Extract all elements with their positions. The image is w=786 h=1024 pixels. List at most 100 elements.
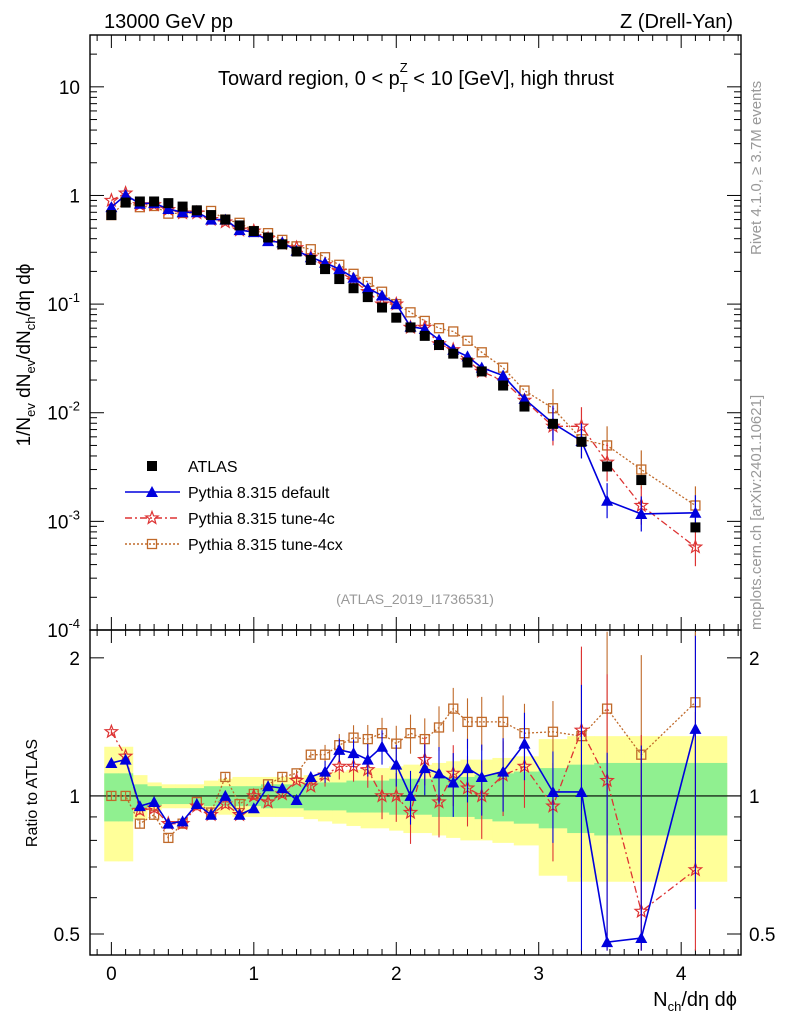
pythia-8-315-default-ratio-point [262,780,275,792]
header-right: Z (Drell-Yan) [620,11,733,33]
pythia-8-315-default-point [601,494,614,506]
pythia-8-315-default-point [689,506,702,518]
pythia-8-315-default-point [635,507,648,519]
atlas-point [134,196,145,207]
ratio-series-layer [103,631,704,951]
atlas-point [419,330,430,341]
atlas-point [334,274,345,285]
pythia-8-315-default-ratio-point [133,800,146,812]
band-inner-segment [417,778,433,815]
legend-label-atlas: ATLAS [188,459,238,476]
pythia-8-315-tune-4cx-ratio-point [476,716,487,728]
pythia-8-315-default-point [518,392,531,404]
ratio-y-tick-labels: 0.5 0.5 1 1 2 2 [54,649,776,946]
band-inner-segment [594,762,625,836]
main-axis-ticks [90,34,741,631]
x-tick-labels: 0 1 2 3 4 [106,964,687,985]
atlas-point [362,292,373,303]
pythia-8-315-tune-4cx-point [448,326,459,337]
pythia-8-315-default-ratio-point [635,932,648,944]
pythia-8-315-default-ratio-point [105,756,118,768]
pythia-8-315-default-ratio-point [546,785,559,797]
pythia-8-315-default-ratio-point [148,795,161,807]
pythia-8-315-tune-4cx-ratio-point [405,728,416,739]
pythia-8-315-tune-4cx-ratio-line [111,701,696,839]
atlas-point [602,461,613,472]
legend-marker-pythia-8-315-tune-4cx [146,538,158,550]
pythia-8-315-default-ratio-point [475,770,488,782]
pythia-8-315-default-ratio-point [390,758,403,770]
pythia-8-315-tune-4c-point [345,272,362,288]
pythia-8-315-default-point [390,298,403,310]
atlas-point [348,283,359,294]
y-tick-label: 10-2 [47,399,80,425]
pythia-8-315-tune-4cx-point [636,464,647,475]
legend: ATLAS Pythia 8.315 default Pythia 8.315 tu… [125,459,343,554]
pythia-8-315-default-ratio-point [347,747,360,759]
ratio-y-tick-label-right: 1 [749,787,760,808]
ratio-y-tick-label-right: 0.5 [749,925,775,946]
ratio-axis-ticks [90,630,741,955]
band-inner-segment [668,762,728,836]
pythia-8-315-tune-4c-point [687,538,704,554]
pythia-8-315-tune-4cx-ratio-point [120,790,131,802]
pythia-8-315-tune-4cx-ratio-point [462,716,473,728]
pythia-8-315-default-ratio-point [361,753,374,765]
rivet-label: Rivet 4.1.0, ≥ 3.7M events [748,81,765,255]
atlas-point [547,418,558,429]
pythia-8-315-default-ratio-point [404,789,417,801]
pythia-8-315-default-ratio-point [162,817,175,829]
ratio-y-tick-label: 1 [69,787,80,808]
pythia-8-315-default-ratio-line [111,728,697,944]
y-axis-label: 1/Nev dNev/dNch/dη dϕ [14,264,38,447]
pythia-8-315-default-ratio-point [601,936,614,948]
ratio-y-tick-label: 0.5 [54,925,80,946]
pythia-8-315-tune-4c-ratio-point [132,802,148,818]
pythia-8-315-default-ratio-point [290,793,303,805]
pythia-8-315-tune-4c-ratio-point [388,787,405,803]
band-inner-segment [360,780,376,813]
atlas-point [291,246,302,257]
pythia-8-315-default-ratio-point [205,808,218,820]
pythia-8-315-default-ratio-point [447,776,460,788]
pythia-8-315-tune-4cx-ratio-point [163,832,174,844]
band-inner-segment [474,775,493,820]
header-left: 13000 GeV pp [104,11,233,33]
pythia-8-315-default-point [333,263,346,275]
atlas-point [149,196,160,207]
pythia-8-315-default-ratio-point [333,743,346,755]
pythia-8-315-default-ratio-point [518,737,531,749]
atlas-point [636,475,647,486]
pythia-8-315-default-ratio-point [689,722,702,734]
atlas-point [462,357,473,368]
y-tick-label: 10-4 [47,616,80,642]
pythia-8-315-default-ratio-point [497,765,510,777]
pythia-8-315-tune-4c-ratio-point [103,723,120,739]
pythia-8-315-default-point [347,271,360,283]
pythia-8-315-default-ratio-point [176,815,189,827]
atlas-point [434,340,445,351]
y-tick-label: 10-3 [47,507,80,533]
x-tick-label: 2 [391,964,402,985]
band-inner-segment [346,780,362,813]
atlas-point [377,302,388,313]
main-plot-panel: 10-4 10-3 10-2 10-1 1 10 Toward region, 0 < p… [14,34,742,642]
pythia-8-315-default-point [162,203,175,215]
pythia-8-315-tune-4cx-point [433,323,445,334]
pythia-8-315-default-ratio-point [461,762,474,774]
pythia-8-315-default-ratio-point [276,782,289,794]
pythia-8-315-tune-4cx-ratio-point [319,749,331,760]
atlas-point [448,348,459,359]
pythia-8-315-tune-4cx-ratio-point [277,771,288,783]
atlas-point [498,380,509,391]
legend-marker-pythia-8-315-tune-4c [144,509,160,525]
atlas-point [305,254,316,265]
atlas-point [120,197,131,208]
x-axis-label: Nch/dη dϕ [653,989,737,1014]
pythia-8-315-tune-4c-ratio-point [288,772,305,788]
pythia-8-315-default-ratio-point [304,770,317,782]
pythia-8-315-tune-4cx-ratio-point [497,716,509,728]
band-inner-segment [513,771,540,824]
pythia-8-315-default-ratio-point [233,808,246,820]
legend-label-pythia-8-315-default: Pythia 8.315 default [188,485,330,502]
